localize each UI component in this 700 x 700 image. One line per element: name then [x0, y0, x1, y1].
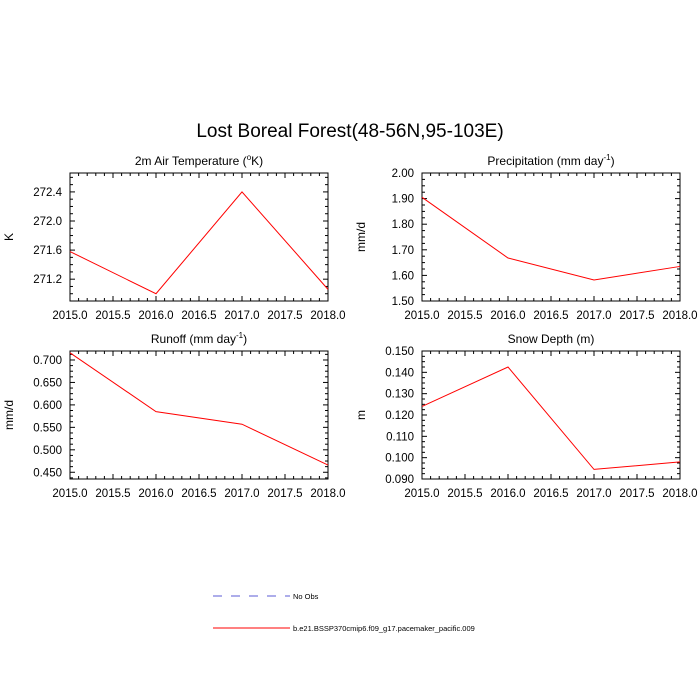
y-tick-label: 0.090	[385, 474, 414, 486]
x-tick-label: 2015.5	[447, 488, 482, 500]
x-tick-label: 2016.0	[138, 488, 173, 500]
x-tick-label: 2017.5	[619, 488, 654, 500]
title-superscript: -1	[603, 153, 611, 162]
y-axis-label: m	[354, 410, 368, 420]
y-tick-label: 0.500	[33, 445, 62, 457]
title-superscript: o	[247, 153, 252, 162]
y-tick-label: 272.4	[33, 187, 62, 199]
title-text: )	[243, 332, 247, 346]
y-tick-label: 0.140	[385, 367, 414, 379]
series-line-precipitation	[421, 196, 681, 281]
title-text: )	[611, 154, 615, 168]
x-tick-label: 2016.5	[181, 310, 216, 322]
x-tick-label: 2018.0	[662, 488, 697, 500]
x-tick-label: 2016.5	[181, 488, 216, 500]
x-tick-label: 2017.5	[267, 310, 302, 322]
y-tick-label: 0.130	[385, 389, 414, 401]
x-tick-label: 2016.0	[138, 310, 173, 322]
y-tick-label: 0.100	[385, 453, 414, 465]
x-tick-label: 2017.0	[576, 488, 611, 500]
y-tick-label: 2.00	[392, 168, 414, 180]
legend: No Obs b.e21.BSSP370cmip6.f09_g17.pacema…	[213, 592, 475, 633]
x-tick-label: 2015.0	[404, 488, 439, 500]
plot-frame	[69, 172, 329, 302]
legend-label-model: b.e21.BSSP370cmip6.f09_g17.pacemaker_pac…	[293, 624, 475, 633]
title-superscript: -1	[236, 331, 244, 340]
plot-frame	[421, 172, 681, 302]
title-text: 2m Air Temperature (	[135, 154, 247, 168]
figure-title: Lost Boreal Forest(48-56N,95-103E)	[196, 121, 503, 142]
y-tick-label: 0.150	[385, 346, 414, 358]
title-text: Snow Depth (m)	[508, 332, 595, 346]
panel-snow-depth: Snow Depth (m) m 2015.0 2015.5 2016.0 2016.5 2…	[354, 332, 698, 500]
panels: 2m Air Temperature (oK) K 2015.0 2015.5 2016…	[2, 153, 698, 500]
x-tick-label: 2015.5	[447, 310, 482, 322]
x-tick-label: 2016.5	[533, 488, 568, 500]
x-tick-label: 2018.0	[310, 310, 345, 322]
plot-frame	[421, 350, 681, 480]
y-tick-label: 1.50	[392, 296, 414, 308]
y-tick-label: 272.0	[33, 216, 62, 228]
x-tick-label: 2018.0	[310, 488, 345, 500]
y-tick-label: 1.60	[392, 270, 414, 282]
x-tick-label: 2017.5	[267, 488, 302, 500]
y-tick-label: 1.70	[392, 245, 414, 257]
x-tick-label: 2017.0	[224, 488, 259, 500]
plot-frame	[69, 350, 329, 480]
panel-precipitation: Precipitation (mm day-1) mm/d 2015.0 2015.5…	[354, 153, 698, 322]
x-tick-label: 2017.5	[619, 310, 654, 322]
panel-title: 2m Air Temperature (oK)	[135, 153, 263, 168]
y-tick-label: 1.80	[392, 219, 414, 231]
y-tick-label: 0.450	[33, 467, 62, 479]
y-axis-label: mm/d	[2, 400, 16, 430]
y-tick-label: 0.110	[386, 431, 414, 443]
x-tick-label: 2018.0	[662, 310, 697, 322]
y-tick-label: 271.6	[33, 245, 62, 257]
y-tick-label: 0.600	[33, 400, 62, 412]
y-tick-label: 0.120	[385, 410, 414, 422]
panel-air-temperature: 2m Air Temperature (oK) K 2015.0 2015.5 2016…	[2, 153, 346, 322]
title-text: Precipitation (mm day	[487, 154, 603, 168]
x-tick-label: 2015.5	[95, 488, 130, 500]
x-tick-label: 2017.0	[576, 310, 611, 322]
y-tick-label: 0.700	[33, 355, 62, 367]
panel-title: Runoff (mm day-1)	[151, 331, 247, 346]
x-tick-label: 2015.5	[95, 310, 130, 322]
x-tick-label: 2016.0	[490, 488, 525, 500]
panel-title: Precipitation (mm day-1)	[487, 153, 614, 168]
legend-label-no-obs: No Obs	[293, 592, 319, 601]
y-axis-label: K	[2, 233, 16, 241]
x-tick-label: 2016.0	[490, 310, 525, 322]
x-tick-label: 2015.0	[52, 488, 87, 500]
y-axis-label: mm/d	[354, 222, 368, 252]
y-tick-label: 0.650	[33, 377, 62, 389]
x-tick-label: 2015.0	[404, 310, 439, 322]
x-tick-label: 2015.0	[52, 310, 87, 322]
series-line-snow-depth	[421, 366, 681, 470]
panel-title: Snow Depth (m)	[508, 332, 595, 346]
y-tick-label: 0.550	[33, 422, 62, 434]
x-tick-label: 2016.5	[533, 310, 568, 322]
panel-runoff: Runoff (mm day-1) mm/d 2015.0 2015.5 2016.0 2…	[2, 331, 346, 500]
title-text: Runoff (mm day	[151, 332, 236, 346]
y-tick-label: 1.90	[392, 194, 414, 206]
title-text: K)	[251, 154, 263, 168]
series-line-runoff	[69, 352, 329, 466]
series-line-air-temperature	[69, 191, 329, 295]
y-tick-label: 271.2	[33, 274, 62, 286]
x-tick-label: 2017.0	[224, 310, 259, 322]
